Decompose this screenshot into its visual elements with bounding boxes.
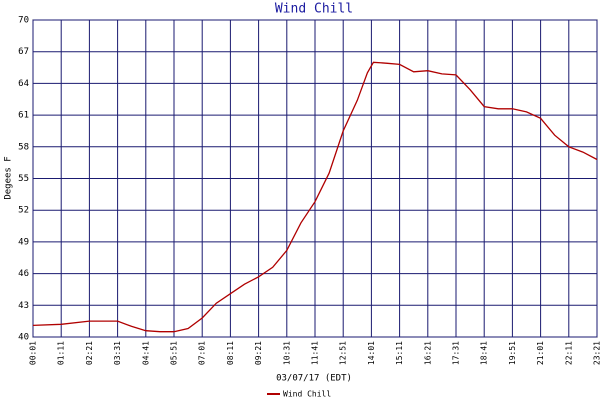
x-tick-label: 05:51 — [170, 341, 179, 365]
x-tick-label: 18:41 — [480, 341, 489, 365]
y-tick-label: 46 — [18, 269, 29, 279]
x-tick-label: 11:41 — [311, 341, 320, 365]
y-tick-label: 49 — [18, 237, 29, 247]
y-tick-label: 40 — [18, 333, 29, 343]
y-tick-label: 52 — [18, 206, 29, 216]
x-tick-label: 07:01 — [198, 341, 207, 365]
x-tick-label: 14:01 — [367, 341, 376, 365]
y-tick-label: 58 — [18, 142, 29, 152]
y-tick-label: 43 — [18, 301, 29, 311]
x-tick-label: 00:01 — [29, 341, 38, 365]
x-tick-label: 04:41 — [141, 341, 150, 365]
x-tick-label: 02:21 — [85, 341, 94, 365]
x-tick-label: 19:51 — [508, 341, 517, 365]
y-tick-label: 70 — [18, 16, 29, 26]
legend-label: Wind Chill — [283, 390, 331, 399]
data-line — [32, 61, 598, 333]
x-tick-label: 08:11 — [226, 341, 235, 365]
x-tick-label: 21:01 — [536, 341, 545, 365]
x-tick-label: 17:31 — [452, 341, 461, 365]
x-tick-label: 01:11 — [57, 341, 66, 365]
x-tick-label: 03:31 — [113, 341, 122, 365]
y-axis-label: Degees F — [4, 156, 14, 199]
y-tick-label: 67 — [18, 47, 29, 57]
x-tick-label: 16:21 — [423, 341, 432, 365]
y-tick-label: 64 — [18, 79, 29, 89]
x-tick-label: 12:51 — [339, 341, 348, 365]
x-tick-label: 10:31 — [282, 341, 291, 365]
x-tick-label: 15:11 — [395, 341, 404, 365]
y-tick-label: 61 — [18, 111, 29, 121]
chart-title: Wind Chill — [275, 2, 353, 17]
x-tick-label: 22:11 — [564, 341, 573, 365]
x-tick-label: 23:21 — [593, 341, 600, 365]
y-tick-label: 55 — [18, 174, 29, 184]
x-axis-label: 03/07/17 (EDT) — [276, 374, 352, 384]
x-tick-label: 09:21 — [254, 341, 263, 365]
